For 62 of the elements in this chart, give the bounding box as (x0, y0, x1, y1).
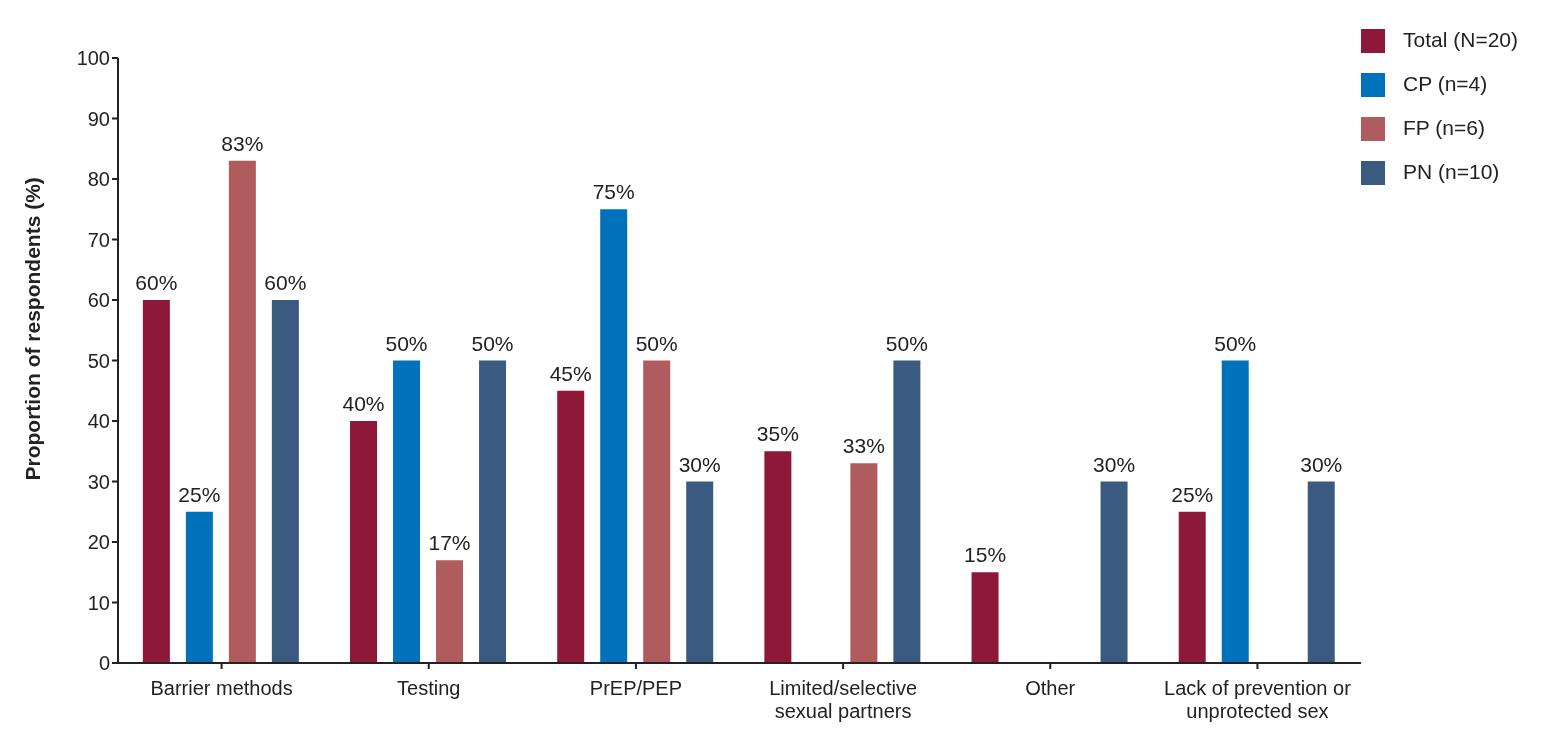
x-tick-label: Other (1025, 677, 1076, 699)
bar (643, 360, 671, 663)
bar (271, 300, 299, 663)
bar (393, 360, 421, 663)
data-label: 50% (471, 331, 514, 355)
y-tick-label: 0 (98, 652, 110, 675)
y-tick-label: 90 (87, 107, 110, 130)
data-label: 50% (635, 331, 678, 355)
bar (479, 360, 507, 663)
data-label: 15% (964, 543, 1007, 567)
data-label: 30% (1300, 452, 1343, 476)
bar (557, 390, 585, 663)
bar (764, 451, 792, 663)
y-axis-title: Proportion of respondents (%) (21, 177, 45, 481)
y-tick-label: 10 (87, 591, 110, 614)
y-tick-label: 80 (87, 168, 110, 191)
x-tick-label: PrEP/PEP (589, 677, 683, 699)
legend-label: PN (n=10) (1403, 160, 1500, 183)
bar (350, 421, 378, 663)
bar (142, 300, 170, 663)
bar (1100, 481, 1128, 663)
y-tick-label: 20 (87, 531, 110, 554)
legend-label: Total (N=20) (1403, 28, 1518, 51)
data-label: 25% (1171, 482, 1214, 506)
x-tick-label: Barrier methods (150, 677, 293, 699)
data-label: 60% (135, 271, 178, 294)
data-label: 50% (1214, 331, 1257, 355)
bar (1307, 481, 1335, 663)
x-tick-label: Limited/selective sexual partners (769, 677, 918, 722)
y-tick-label: 40 (87, 410, 110, 433)
legend-label: CP (n=4) (1403, 72, 1488, 95)
data-label: 40% (342, 392, 385, 415)
bar (686, 481, 714, 663)
bar (228, 160, 256, 663)
data-label: 30% (678, 452, 721, 476)
y-tick-label: 60 (87, 289, 110, 312)
data-label: 17% (428, 531, 471, 555)
data-label: 25% (178, 482, 221, 506)
bar (1178, 511, 1206, 663)
data-label: 35% (756, 422, 799, 446)
bar (1221, 360, 1249, 663)
data-label: 50% (885, 331, 928, 355)
data-label: 33% (842, 434, 885, 458)
data-label: 60% (264, 271, 307, 294)
data-label: 45% (549, 361, 592, 385)
bar (185, 511, 213, 663)
y-tick-label: 50 (87, 349, 110, 372)
bar (600, 209, 628, 663)
x-tick-label: Testing (397, 677, 461, 699)
y-tick-label: 100 (76, 47, 110, 70)
data-label: 50% (385, 331, 428, 355)
data-label: 30% (1093, 452, 1136, 476)
legend-label: FP (n=6) (1403, 116, 1485, 139)
bar (893, 360, 921, 663)
x-tick-label: Lack of prevention or unprotected sex (1164, 677, 1352, 722)
y-tick-label: 70 (87, 228, 110, 251)
bar (436, 560, 464, 663)
bar (971, 572, 999, 663)
data-label: 75% (592, 180, 635, 204)
data-label: 83% (221, 131, 264, 155)
y-tick-label: 30 (87, 470, 110, 493)
bar (850, 463, 878, 663)
